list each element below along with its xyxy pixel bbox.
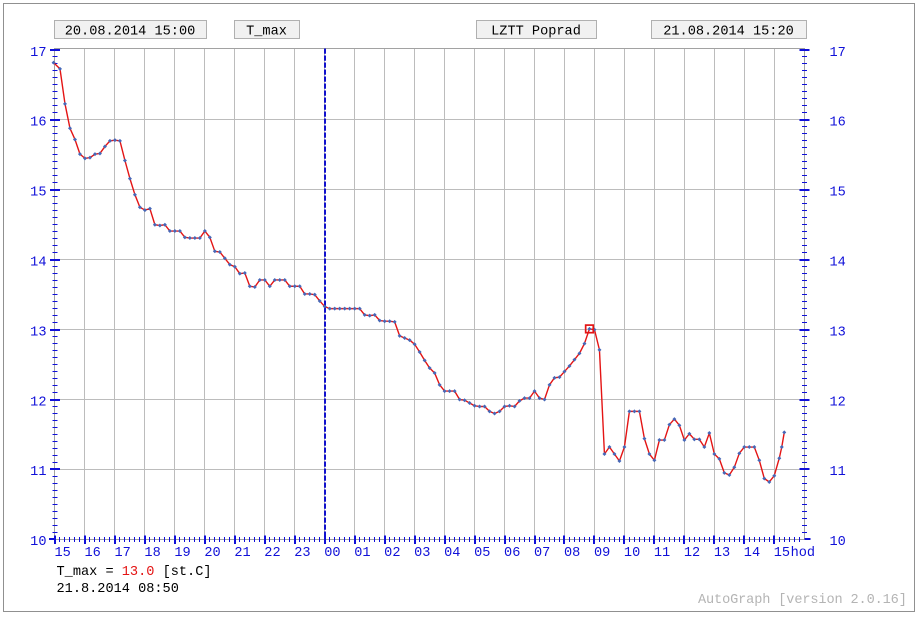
svg-text:10: 10 bbox=[830, 535, 846, 550]
svg-text:16: 16 bbox=[84, 546, 100, 561]
svg-text:15: 15 bbox=[830, 186, 846, 201]
svg-text:11: 11 bbox=[654, 546, 670, 561]
svg-text:21.8.2014 08:50: 21.8.2014 08:50 bbox=[57, 582, 179, 597]
svg-text:21: 21 bbox=[234, 546, 250, 561]
svg-text:14: 14 bbox=[830, 256, 846, 271]
svg-text:12: 12 bbox=[30, 395, 46, 410]
svg-text:10: 10 bbox=[624, 546, 640, 561]
svg-text:15: 15 bbox=[774, 546, 790, 561]
svg-text:16: 16 bbox=[30, 116, 46, 131]
svg-text:20.08.2014 15:00: 20.08.2014 15:00 bbox=[65, 24, 196, 39]
svg-text:18: 18 bbox=[144, 546, 160, 561]
svg-text:00: 00 bbox=[324, 546, 340, 561]
svg-text:02: 02 bbox=[384, 546, 400, 561]
svg-text:04: 04 bbox=[444, 546, 460, 561]
svg-text:14: 14 bbox=[30, 256, 46, 271]
svg-text:09: 09 bbox=[594, 546, 610, 561]
svg-text:12: 12 bbox=[684, 546, 700, 561]
svg-text:13: 13 bbox=[714, 546, 730, 561]
svg-text:22: 22 bbox=[264, 546, 280, 561]
svg-text:23: 23 bbox=[294, 546, 310, 561]
svg-text:13: 13 bbox=[830, 325, 846, 340]
svg-text:15: 15 bbox=[55, 546, 71, 561]
svg-text:21.08.2014 15:20: 21.08.2014 15:20 bbox=[663, 24, 794, 39]
svg-text:10: 10 bbox=[30, 535, 46, 550]
svg-text:LZTT Poprad: LZTT Poprad bbox=[491, 24, 581, 39]
svg-text:06: 06 bbox=[504, 546, 520, 561]
svg-text:11: 11 bbox=[830, 465, 846, 480]
svg-text:05: 05 bbox=[474, 546, 490, 561]
svg-text:19: 19 bbox=[174, 546, 190, 561]
svg-text:13: 13 bbox=[30, 325, 46, 340]
svg-text:14: 14 bbox=[744, 546, 760, 561]
svg-text:T_max: T_max bbox=[246, 24, 287, 39]
svg-text:17: 17 bbox=[114, 546, 130, 561]
svg-text:hod: hod bbox=[791, 546, 815, 561]
svg-text:01: 01 bbox=[354, 546, 370, 561]
svg-text:T_max = 13.0 [st.C]: T_max = 13.0 [st.C] bbox=[57, 565, 212, 580]
svg-text:20: 20 bbox=[204, 546, 220, 561]
svg-text:07: 07 bbox=[534, 546, 550, 561]
svg-text:15: 15 bbox=[30, 186, 46, 201]
svg-text:AutoGraph [version 2.0.16]: AutoGraph [version 2.0.16] bbox=[698, 593, 907, 608]
svg-text:11: 11 bbox=[30, 465, 46, 480]
svg-text:12: 12 bbox=[830, 395, 846, 410]
svg-text:17: 17 bbox=[30, 46, 46, 61]
svg-text:17: 17 bbox=[830, 46, 846, 61]
svg-text:03: 03 bbox=[414, 546, 430, 561]
svg-text:16: 16 bbox=[830, 116, 846, 131]
svg-text:08: 08 bbox=[564, 546, 580, 561]
